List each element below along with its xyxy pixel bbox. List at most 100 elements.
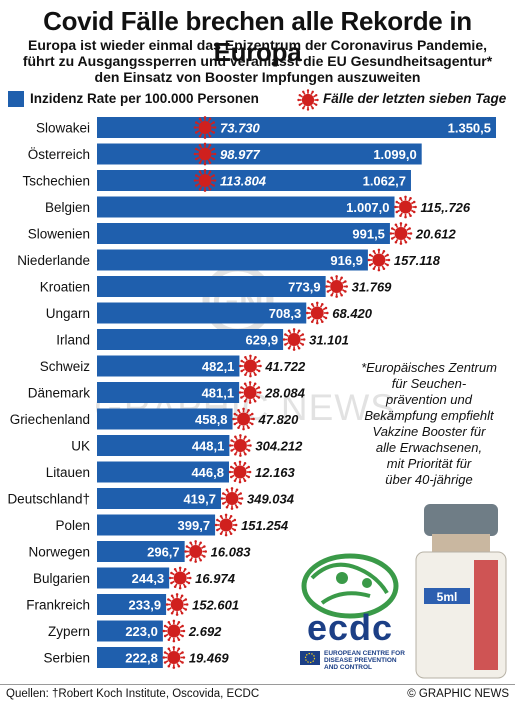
virus-icon (394, 195, 417, 219)
incidence-bar (97, 196, 395, 218)
virus-icon (162, 619, 186, 643)
virus-icon (325, 275, 348, 298)
eu-flag-icon (300, 651, 320, 665)
category-label: Frankreich (26, 598, 90, 613)
cases-value-label: 41.722 (264, 359, 306, 374)
chart-rows: Slowakei 1.350,5 73.730 Österreich 1.099,0 98… (7, 116, 496, 669)
incidence-bar (97, 223, 390, 244)
category-label: Griechenland (10, 412, 90, 427)
vial-label-band (424, 588, 470, 604)
ecdc-caption: EUROPEAN CENTRE FOR DISEASE PREVENTION A… (324, 650, 434, 671)
incidence-value-label: 1.099,0 (373, 147, 416, 162)
incidence-value-label: 446,8 (191, 465, 224, 480)
category-label: Irland (56, 333, 90, 348)
vaccine-vial-image: 5ml (415, 504, 507, 679)
incidence-value-label: 629,9 (246, 333, 279, 348)
virus-icon (239, 354, 262, 378)
incidence-bar (97, 170, 411, 191)
cases-value-label: 157.118 (394, 253, 441, 268)
ecdc-wordmark: ecdc (307, 607, 393, 648)
virus-icon (214, 513, 238, 537)
cases-value-label: 151.254 (241, 518, 289, 533)
cases-value-label: 73.730 (220, 121, 261, 136)
incidence-value-label: 1.007,0 (346, 200, 389, 215)
incidence-value-label: 481,1 (202, 386, 235, 401)
category-label: Norwegen (28, 545, 90, 560)
incidence-value-label: 296,7 (147, 545, 180, 560)
cases-value-label: 16.083 (211, 545, 252, 560)
category-label: Slowakei (36, 121, 90, 136)
vial-red-stripe (474, 560, 498, 670)
cases-value-label: 68.420 (332, 306, 373, 321)
incidence-value-label: 458,8 (195, 412, 228, 427)
vial-label: 5ml (437, 590, 458, 604)
ecdc-caption-line: EUROPEAN CENTRE FOR (324, 650, 405, 657)
virus-icon (220, 487, 244, 510)
cases-value-label: 115,.726 (421, 200, 471, 215)
category-label: UK (71, 439, 90, 454)
incidence-bar (97, 143, 422, 165)
category-label: Kroatien (40, 280, 90, 295)
category-label: Tschechien (22, 174, 90, 189)
incidence-bar (97, 461, 230, 483)
ecdc-logo: ecdc (301, 553, 399, 648)
cases-value-label: 19.469 (189, 651, 230, 666)
virus-icon (184, 540, 207, 563)
incidence-value-label: 916,9 (330, 253, 363, 268)
incidence-bar (97, 302, 307, 324)
category-label: Niederlande (17, 253, 90, 268)
incidence-bar (97, 276, 326, 297)
virus-icon (162, 646, 186, 669)
virus-icon (193, 142, 217, 166)
ecdc-note: *Europäisches Zentrum für Seuchen- präve… (350, 360, 508, 488)
virus-icon (193, 169, 217, 192)
subtitle-line: führt zu Ausgangssperren und veranlasst … (22, 53, 493, 69)
incidence-bar (97, 117, 496, 138)
incidence-bar (97, 514, 216, 536)
incidence-value-label: 991,5 (352, 227, 385, 242)
cases-value-label: 113.804 (220, 174, 267, 189)
virus-icon (389, 222, 413, 245)
incidence-bar (97, 647, 163, 668)
bar-chart: GN GRAPHIC NEWS Slowakei 1.350,573.730Öst… (7, 116, 496, 669)
cases-value-label: 31.101 (309, 333, 349, 348)
note-line: alle Erwachsenen, (375, 440, 483, 455)
incidence-value-label: 448,1 (192, 439, 225, 454)
virus-icon (238, 381, 262, 404)
ecdc-globe-icon (301, 553, 399, 619)
virus-icon (165, 593, 189, 616)
category-label: Zypern (48, 624, 90, 639)
virus-icon (297, 89, 319, 111)
subtitle-line: den Einsatz von Booster Impfungen auszuw… (94, 69, 421, 85)
incidence-bar (97, 249, 368, 271)
cases-value-label: 28.084 (264, 386, 306, 401)
incidence-value-label: 1.350,5 (448, 121, 491, 136)
incidence-bar (97, 329, 284, 350)
cases-value-label: 304.212 (255, 439, 303, 454)
virus-icon (168, 566, 192, 590)
note-line: prävention und (385, 392, 472, 407)
cases-value-label: 47.820 (258, 412, 300, 427)
legend-virus-icon (297, 89, 319, 111)
copyright: © GRAPHIC NEWS (407, 688, 509, 700)
incidence-bar (97, 620, 163, 642)
chart-title: Covid Fälle brechen alle Rekorde in Euro… (43, 6, 472, 67)
vial-cap (424, 504, 498, 536)
subtitle-line: Europa ist wieder einmal das Epizentrum … (27, 37, 487, 53)
category-label: Serbien (43, 651, 90, 666)
ecdc-caption-line: DISEASE PREVENTION (324, 657, 397, 664)
note-line: über 40-jährige (385, 472, 473, 487)
incidence-value-label: 1.062,7 (363, 174, 406, 189)
incidence-bar (97, 541, 185, 562)
incidence-bar (97, 488, 221, 509)
incidence-value-label: 244,3 (132, 571, 165, 586)
incidence-bar (97, 382, 240, 403)
virus-icon (228, 460, 252, 484)
category-label: Deutschland† (7, 492, 90, 507)
note-line: Vakzine Booster für (372, 424, 486, 439)
note-line: mit Priorität für (386, 456, 472, 471)
incidence-value-label: 482,1 (202, 359, 235, 374)
virus-icon (367, 248, 391, 272)
category-label: Bulgarien (33, 571, 90, 586)
virus-icon (229, 434, 252, 457)
